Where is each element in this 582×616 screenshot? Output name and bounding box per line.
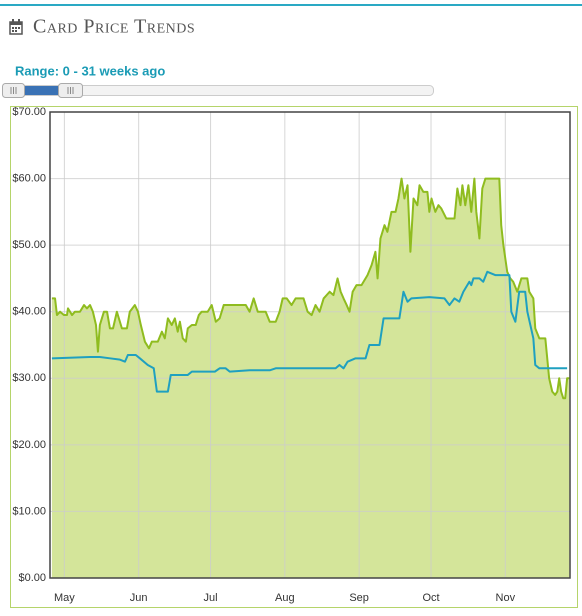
plot-border (49, 111, 571, 579)
chart-frame (10, 106, 578, 608)
calendar-icon (9, 19, 23, 35)
y-tick-label: $70.00 (12, 106, 46, 118)
y-tick-label: $60.00 (12, 172, 46, 184)
x-tick-label: Jun (130, 592, 148, 604)
title: Card Price Trends (33, 16, 195, 38)
x-tick-label: Jul (204, 592, 218, 604)
y-tick-label: $10.00 (12, 505, 46, 517)
y-tick-label: $50.00 (12, 239, 46, 251)
y-tick-label: $30.00 (12, 372, 46, 384)
top-rule (0, 4, 582, 6)
line (51, 270, 568, 393)
y-tick-label: $0.00 (18, 572, 46, 584)
x-tick-label: Sep (349, 592, 369, 604)
x-tick-label: May (54, 592, 75, 604)
handle-grip (10, 87, 74, 94)
x-tick-label: Aug (275, 592, 295, 604)
range-label: Range: 0 - 31 weeks ago (15, 63, 165, 78)
range-slider[interactable] (2, 83, 434, 98)
line (51, 177, 570, 400)
y-tick-label: $40.00 (12, 306, 46, 318)
x-tick-label: Nov (496, 592, 516, 604)
y-tick-label: $20.00 (12, 439, 46, 451)
x-tick-label: Oct (422, 592, 439, 604)
slider-range (24, 86, 58, 95)
